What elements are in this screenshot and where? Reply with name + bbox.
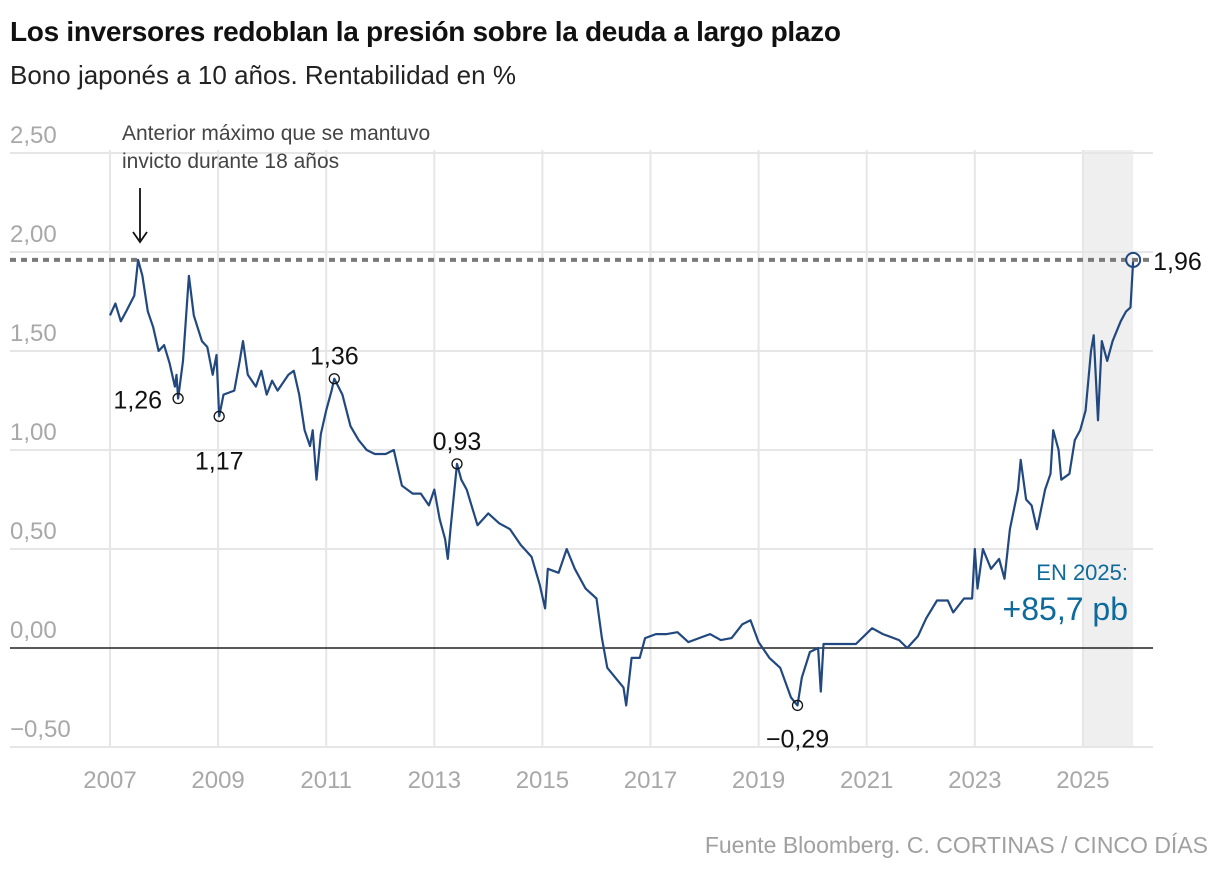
point-label: 1,17 [195, 447, 244, 475]
source-credit: Fuente Bloomberg. C. CORTINAS / CINCO DÍ… [704, 832, 1208, 858]
arrow-head-icon [132, 231, 148, 244]
y-tick-label: 2,00 [10, 221, 57, 248]
point-marker [172, 392, 184, 405]
x-tick-label: 2023 [948, 767, 1001, 794]
yield-series-line [108, 258, 1135, 707]
x-tick-label: 2013 [408, 767, 461, 794]
point-marker [213, 410, 225, 422]
y-tick-label: 1,50 [10, 320, 57, 347]
year-change-value: +85,7 pb [1003, 591, 1128, 627]
x-tick-label: 2019 [732, 767, 785, 794]
x-tick-label: 2007 [83, 767, 136, 794]
y-tick-label: 2,50 [10, 122, 57, 149]
point-label: 1,26 [113, 387, 162, 415]
year-change-label: EN 2025: [1036, 560, 1128, 585]
y-tick-label: 0,50 [10, 518, 57, 545]
chart-title: Los inversores redoblan la presión sobre… [10, 16, 841, 47]
x-tick-label: 2017 [624, 767, 677, 794]
y-tick-label: −0,50 [10, 716, 71, 743]
point-label: 1,96 [1153, 248, 1202, 276]
point-marker [451, 458, 463, 470]
x-tick-label: 2025 [1056, 767, 1109, 794]
previous-max-annotation: invicto durante 18 años [122, 150, 339, 173]
x-tick-label: 2021 [840, 767, 893, 794]
chart-subtitle: Bono japonés a 10 años. Rentabilidad en … [10, 60, 516, 90]
previous-max-annotation: Anterior máximo que se mantuvo [122, 122, 430, 145]
y-tick-label: 0,00 [10, 617, 57, 644]
point-marker [328, 373, 340, 385]
point-marker [1125, 251, 1142, 268]
x-tick-label: 2015 [516, 767, 569, 794]
point-label: 1,36 [310, 343, 359, 371]
point-label: −0,29 [766, 725, 829, 753]
x-tick-label: 2009 [191, 767, 244, 794]
point-marker [791, 699, 804, 712]
x-tick-label: 2011 [300, 767, 352, 794]
point-label: 0,93 [433, 428, 482, 456]
y-tick-label: 1,00 [10, 419, 57, 446]
